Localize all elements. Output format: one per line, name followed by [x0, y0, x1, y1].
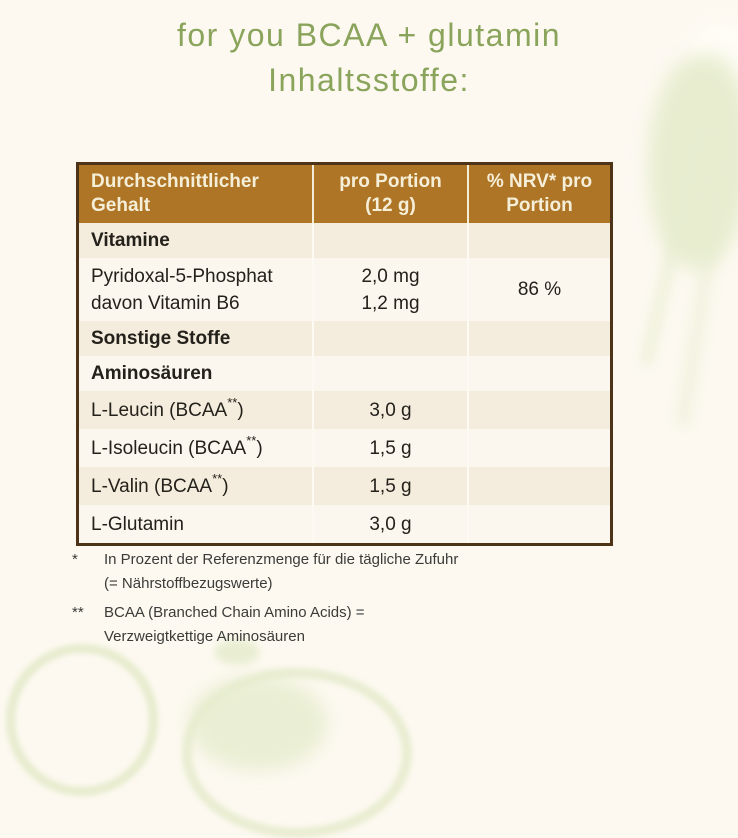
row-amount-cell: [312, 321, 467, 356]
footnote-marker: *: [72, 551, 78, 568]
header-cell-per-portion: pro Portion (12 g): [312, 165, 467, 223]
footnote-text: BCAA (Branched Chain Amino Acids) = Verz…: [104, 604, 365, 645]
row-name-cell: Vitamine: [79, 223, 312, 258]
table-row: L-Isoleucin (BCAA**) 1,5 g: [79, 429, 610, 467]
leaf-streak-decoration: [674, 140, 735, 430]
footnote-nrv: * In Prozent der Referenzmenge für die t…: [72, 548, 492, 596]
ingredient-amount: 3,0 g: [369, 399, 412, 421]
table-row: L-Glutamin 3,0 g: [79, 505, 610, 543]
row-nrv-cell: [467, 391, 610, 429]
ingredient-label: davon Vitamin B6: [91, 292, 240, 314]
table-row: Pyridoxal-5-Phosphat davon Vitamin B6 2,0 …: [79, 258, 610, 321]
footnote-text: In Prozent der Referenzmenge für die täg…: [104, 551, 459, 592]
table-header-row: Durchschnittlicher Gehalt pro Portion (1…: [79, 165, 610, 223]
table-row: Vitamine: [79, 223, 610, 258]
footnotes: * In Prozent der Referenzmenge für die t…: [72, 548, 492, 654]
ingredient-label: L-Valin (BCAA**): [91, 471, 229, 497]
ingredient-label: L-Isoleucin (BCAA**): [91, 433, 263, 459]
page-title: for you BCAA + glutamin Inhaltsstoffe:: [0, 13, 738, 103]
header-cell-nrv: % NRV* pro Portion: [467, 165, 610, 223]
footnote-marker: **: [72, 604, 84, 621]
row-name-cell: Sonstige Stoffe: [79, 321, 312, 356]
table-row: L-Valin (BCAA**) 1,5 g: [79, 467, 610, 505]
circle-outline-decoration: [182, 668, 412, 838]
row-nrv-cell: [467, 505, 610, 543]
table-row: Aminosäuren: [79, 356, 610, 391]
row-amount-cell: 3,0 g: [312, 391, 467, 429]
table-body: Vitamine Pyridoxal-5-Phosphat davon Vitami…: [79, 223, 610, 543]
row-nrv-cell: [467, 467, 610, 505]
page-title-line1: for you BCAA + glutamin: [176, 17, 561, 53]
row-name-cell: L-Leucin (BCAA**): [79, 391, 312, 429]
section-label: Vitamine: [91, 230, 170, 251]
section-label: Aminosäuren: [91, 363, 213, 384]
row-nrv-cell: [467, 356, 610, 391]
row-nrv-cell: [467, 321, 610, 356]
row-nrv-cell: 86 %: [467, 258, 610, 321]
nutrition-table: Durchschnittlicher Gehalt pro Portion (1…: [76, 162, 613, 546]
bcaa-footnote-mark: **: [246, 433, 257, 449]
ingredient-amount: 1,2 mg: [361, 292, 420, 314]
row-amount-cell: 1,5 g: [312, 467, 467, 505]
row-name-cell: L-Glutamin: [79, 505, 312, 543]
ingredient-nrv: 86 %: [517, 279, 562, 300]
row-amount-cell: 3,0 g: [312, 505, 467, 543]
row-amount-cell: 2,0 mg 1,2 mg: [312, 258, 467, 321]
row-name-cell: Aminosäuren: [79, 356, 312, 391]
table-row: Sonstige Stoffe: [79, 321, 610, 356]
row-amount-cell: [312, 223, 467, 258]
row-name-cell: Pyridoxal-5-Phosphat davon Vitamin B6: [79, 258, 312, 321]
bcaa-footnote-mark: **: [212, 471, 223, 487]
table-row: L-Leucin (BCAA**) 3,0 g: [79, 391, 610, 429]
circle-outline-decoration: [6, 644, 158, 796]
ingredient-amount: 2,0 mg: [361, 265, 420, 287]
ingredient-amount: 1,5 g: [369, 475, 412, 497]
bottom-blob-decoration: [188, 676, 328, 771]
row-amount-cell: 1,5 g: [312, 429, 467, 467]
row-amount-cell: [312, 356, 467, 391]
page-title-line2: Inhaltsstoffe:: [268, 62, 470, 98]
row-name-cell: L-Valin (BCAA**): [79, 467, 312, 505]
ingredient-label: L-Glutamin: [91, 513, 184, 535]
bcaa-footnote-mark: **: [227, 395, 238, 411]
ingredient-label: L-Leucin (BCAA**): [91, 395, 244, 421]
row-name-cell: L-Isoleucin (BCAA**): [79, 429, 312, 467]
header-cell-average-content: Durchschnittlicher Gehalt: [91, 171, 259, 216]
ingredient-amount: 1,5 g: [369, 437, 412, 459]
section-label: Sonstige Stoffe: [91, 328, 231, 349]
leaf-streak-decoration: [639, 121, 708, 369]
ingredient-amount: 3,0 g: [369, 513, 412, 535]
row-nrv-cell: [467, 429, 610, 467]
row-nrv-cell: [467, 223, 610, 258]
ingredient-label: Pyridoxal-5-Phosphat: [91, 265, 273, 287]
footnote-bcaa: ** BCAA (Branched Chain Amino Acids) = V…: [72, 601, 492, 649]
